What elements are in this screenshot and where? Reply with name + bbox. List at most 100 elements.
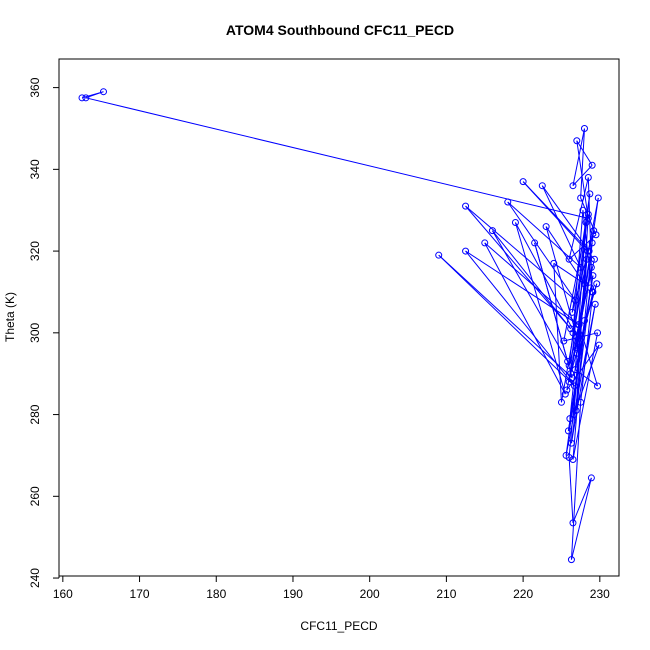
series-segment [438, 254, 573, 379]
series-segment [572, 477, 592, 524]
data-point [571, 382, 579, 390]
data-point [571, 366, 579, 374]
data-point [481, 239, 489, 247]
y-tick-label: 260 [28, 486, 42, 506]
data-point [571, 296, 579, 304]
data-point [579, 206, 587, 214]
data-point [595, 341, 603, 349]
data-point [584, 247, 592, 255]
series-lines [81, 91, 600, 560]
data-point [573, 345, 581, 353]
series-segment [514, 222, 566, 395]
series-segment [568, 457, 574, 523]
data-point [567, 556, 575, 564]
data-point [589, 288, 597, 296]
series-segment [553, 263, 562, 403]
data-point [511, 218, 519, 226]
x-tick-label: 190 [283, 587, 303, 601]
y-tick-label: 240 [28, 568, 42, 588]
data-point [577, 194, 585, 202]
data-point [538, 182, 546, 190]
x-tick-label: 170 [130, 587, 150, 601]
data-point [565, 378, 573, 386]
series-segment [534, 242, 573, 378]
data-point [569, 182, 577, 190]
data-point [567, 325, 575, 333]
series-segment [514, 222, 578, 338]
x-tick-label: 220 [513, 587, 533, 601]
data-point [593, 280, 601, 288]
series-segment [465, 205, 576, 301]
data-point [542, 223, 550, 231]
data-point [591, 300, 599, 308]
data-point [82, 94, 90, 102]
series-segment [580, 291, 594, 403]
y-axis-label: Theta (K) [3, 292, 17, 342]
chart-title: ATOM4 Southbound CFC11_PECD [226, 22, 454, 38]
data-point [590, 227, 598, 235]
data-point [462, 202, 470, 210]
series-segment [570, 477, 592, 560]
series-segment [553, 262, 585, 285]
series-segment [570, 402, 582, 560]
data-point [594, 382, 602, 390]
plot-frame [58, 58, 620, 577]
data-point [519, 178, 527, 186]
data-point [575, 321, 583, 329]
series-segment [484, 242, 566, 395]
data-point [462, 247, 470, 255]
series-segment [568, 177, 589, 260]
data-point [561, 390, 569, 398]
data-point [580, 280, 588, 288]
series-segment [571, 193, 591, 313]
series-segment [580, 128, 585, 198]
series-segment [574, 291, 594, 370]
data-point [565, 255, 573, 263]
data-point [584, 174, 592, 182]
data-point [568, 308, 576, 316]
data-point [504, 198, 512, 206]
data-point [587, 474, 595, 482]
series-segment [572, 164, 593, 187]
x-tick-label: 210 [436, 587, 456, 601]
series-segment [576, 140, 589, 219]
y-tick-label: 300 [28, 322, 42, 342]
data-point [577, 263, 585, 271]
data-point [587, 284, 595, 292]
data-point [580, 317, 588, 325]
data-point [565, 362, 573, 370]
data-point [531, 239, 539, 247]
y-tick-label: 320 [28, 241, 42, 261]
data-point [592, 231, 600, 239]
x-tick-label: 230 [590, 587, 610, 601]
data-point [588, 161, 596, 169]
series-segment [574, 369, 598, 387]
data-point [589, 272, 597, 280]
data-point [594, 194, 602, 202]
data-point [567, 370, 575, 378]
data-point [488, 227, 496, 235]
data-point [584, 210, 592, 218]
data-point [590, 255, 598, 263]
data-point [577, 398, 585, 406]
series-segment [465, 250, 579, 326]
series-segment [571, 230, 595, 313]
series-segment [572, 332, 599, 460]
data-point [566, 415, 574, 423]
data-point [435, 251, 443, 259]
data-point [569, 456, 577, 464]
data-point [569, 519, 577, 527]
y-tick-label: 360 [28, 77, 42, 97]
data-point [570, 411, 578, 419]
series-segment [576, 140, 593, 166]
data-point [583, 255, 591, 263]
data-point [580, 124, 588, 132]
data-point [560, 337, 568, 345]
series-segment [438, 254, 575, 387]
data-point [588, 239, 596, 247]
data-point [564, 357, 572, 365]
data-point [573, 137, 581, 145]
y-axis: 240 260 280 300 320 340 360 [28, 77, 60, 588]
data-point [582, 218, 590, 226]
